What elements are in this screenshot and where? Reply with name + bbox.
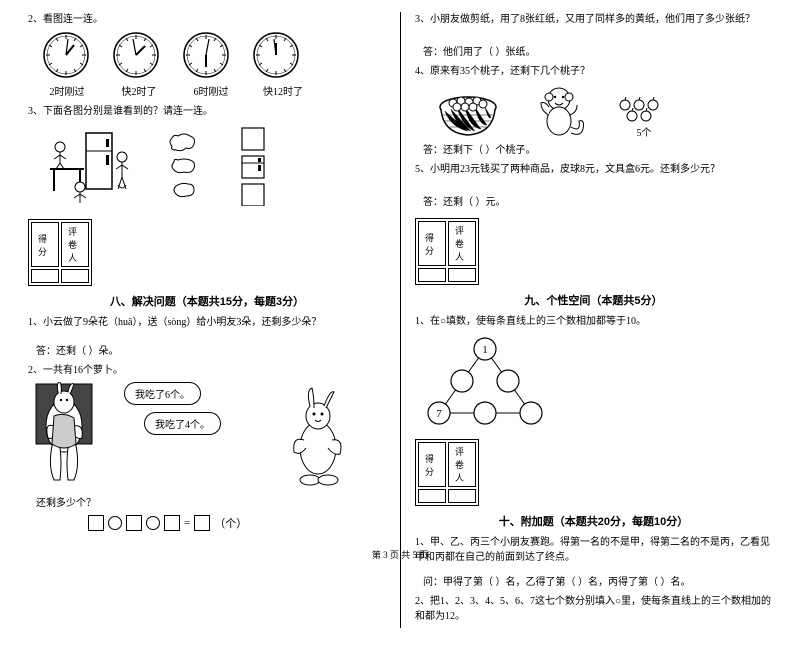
score-blank[interactable] — [31, 269, 59, 283]
q8-1: 1、小云做了9朵花（huā），送（sòng）给小明友3朵，还剩多少朵？ — [28, 315, 386, 330]
rabbit-left — [34, 382, 104, 486]
clock-label-3: 6时刚过 — [184, 83, 238, 98]
score-label: 得分 — [418, 221, 446, 266]
clock-label-2: 快2时了 — [112, 83, 166, 98]
node-top-val: 1 — [482, 344, 488, 356]
triangle-diagram: 1 7 — [415, 333, 772, 429]
clock-label-1: 2时刚过 — [40, 83, 94, 98]
q10-1b: 问：甲得了第（ ）名，乙得了第（ ）名，丙得了第（ ）名。 — [415, 575, 772, 590]
score-label: 得分 — [418, 442, 446, 487]
carrot-scene: 我吃了6个。 我吃了4个。 — [34, 382, 386, 492]
section-9-title: 九、个性空间（本题共5分） — [415, 292, 772, 308]
five-peaches — [617, 97, 671, 123]
bubble1-text: 我吃了6个。 — [135, 390, 190, 401]
node-mr[interactable] — [497, 370, 519, 392]
rq4-ans: 答：还剩下（ ）个桃子。 — [415, 143, 772, 158]
eq-op-2[interactable] — [146, 516, 160, 530]
eq-unit: （个） — [214, 515, 247, 531]
score-box-9: 得分评卷人 — [415, 218, 479, 285]
clock-label-4: 快12时了 — [256, 83, 310, 98]
grader-blank[interactable] — [448, 489, 476, 503]
q8-2: 2、一共有16个萝卜。 — [28, 363, 386, 378]
speech-bubble-1: 我吃了6个。 — [124, 382, 201, 405]
page-footer: 第 3 页 共 5 页 — [0, 548, 800, 561]
node-br[interactable] — [520, 402, 542, 424]
q8-1-answer: 答：还剩（ ）朵。 — [28, 344, 386, 359]
label-5: 5个 — [637, 124, 652, 139]
scene-kids-fridge — [48, 125, 138, 207]
eq-equals: = — [184, 517, 190, 529]
rq4: 4、原来有35个桃子，还剩下几个桃子？ — [415, 64, 772, 79]
eq-op-1[interactable] — [108, 516, 122, 530]
q8-2-ask: 还剩多少个？ — [28, 496, 386, 511]
rq3: 3、小朋友做剪纸，用了8张红纸，又用了同样多的黄纸，他们用了多少张纸？ — [415, 12, 772, 27]
node-ml[interactable] — [451, 370, 473, 392]
clock-2 — [112, 31, 160, 79]
grader-blank[interactable] — [448, 268, 476, 282]
grader-label: 评卷人 — [61, 222, 89, 267]
score-blank[interactable] — [418, 268, 446, 282]
section-8-title: 八、解决问题（本题共15分，每题3分） — [28, 293, 386, 309]
score-blank[interactable] — [418, 489, 446, 503]
score-box-8: 得分评卷人 — [28, 219, 92, 286]
equation-row[interactable]: = （个） — [88, 515, 386, 531]
peach-count-5: 5个 — [617, 97, 671, 139]
q9-1: 1、在○填数，使每条直线上的三个数相加都等于10。 — [415, 314, 772, 329]
eq-box-3[interactable] — [164, 515, 180, 531]
clock-1 — [42, 31, 90, 79]
monkey-icon — [531, 83, 587, 139]
grader-label: 评卷人 — [448, 442, 476, 487]
q2-text: 2、看图连一连。 — [28, 12, 386, 27]
rq3-ans: 答：他们用了（ ）张纸。 — [415, 45, 772, 60]
eq-box-2[interactable] — [126, 515, 142, 531]
eq-box-1[interactable] — [88, 515, 104, 531]
node-bm[interactable] — [474, 402, 496, 424]
fridge-views — [234, 126, 274, 206]
rabbit-right — [280, 386, 356, 490]
q3-text: 3、下面各图分别是谁看到的？请连一连。 — [28, 104, 386, 119]
section-10-title: 十、附加题（本题共20分，每题10分） — [415, 513, 772, 529]
clock-3 — [182, 31, 230, 79]
bubble2-text: 我吃了4个。 — [155, 420, 210, 431]
q10-2: 2、把1、2、3、4、5、6、7这七个数分别填入○里，使每条直线上的三个数相加的… — [415, 594, 772, 624]
grader-label: 评卷人 — [448, 221, 476, 266]
right-column: 3、小朋友做剪纸，用了8张红纸，又用了同样多的黄纸，他们用了多少张纸？ 答：他们… — [400, 12, 772, 628]
clock-row — [42, 31, 386, 79]
peach-basket — [435, 87, 501, 139]
clock-labels: 2时刚过 快2时了 6时刚过 快12时了 — [40, 83, 386, 98]
peach-scene: 5个 — [435, 83, 772, 139]
perspective-figures — [48, 125, 386, 207]
speech-bubble-2: 我吃了4个。 — [144, 412, 221, 435]
clock-4 — [252, 31, 300, 79]
node-bl-val: 7 — [436, 408, 442, 420]
grader-blank[interactable] — [61, 269, 89, 283]
rq5-ans: 答：还剩（ ）元。 — [415, 195, 772, 210]
score-box-10: 得分评卷人 — [415, 439, 479, 506]
rq5: 5、小明用23元钱买了两种商品，皮球8元，文具盒6元。还剩多少元？ — [415, 162, 772, 177]
left-column: 2、看图连一连。 2时刚过 快2时了 6时刚过 快12时了 3、下面各图分别是谁… — [28, 12, 400, 628]
cloud-views — [166, 130, 206, 202]
eq-box-4[interactable] — [194, 515, 210, 531]
score-label: 得分 — [31, 222, 59, 267]
